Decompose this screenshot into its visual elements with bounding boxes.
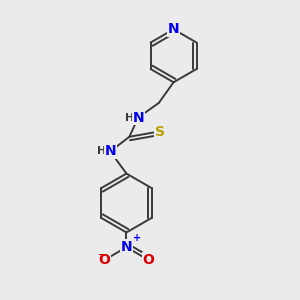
Text: O: O [142, 253, 154, 267]
Text: N: N [168, 22, 179, 36]
Text: −: − [98, 250, 106, 260]
Text: N: N [132, 111, 144, 124]
Text: +: + [133, 233, 141, 243]
Text: S: S [155, 125, 165, 139]
Text: H: H [98, 146, 106, 157]
Text: N: N [121, 240, 132, 254]
Text: O: O [98, 253, 110, 267]
Text: H: H [125, 112, 135, 123]
Text: N: N [104, 145, 116, 158]
